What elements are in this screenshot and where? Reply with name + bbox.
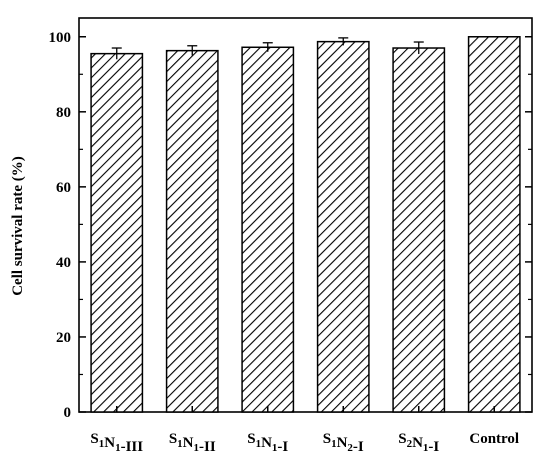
bar — [467, 36, 521, 413]
y-tick-label: 100 — [49, 30, 72, 46]
x-tick-label: S1N1-III — [90, 431, 143, 455]
bar — [90, 52, 144, 413]
bar — [165, 49, 219, 413]
plot-frame — [78, 17, 533, 413]
y-tick-label: 40 — [56, 255, 71, 271]
y-tick-label: 0 — [64, 405, 72, 421]
y-tick-label: 80 — [56, 105, 71, 121]
bar — [241, 46, 295, 413]
y-axis-title: Cell survival rate (%) — [10, 156, 26, 296]
plot-area: 0 20 40 60 80 100 S1N1-III S1N1-II S1N1-I S1N2-I S… — [49, 17, 533, 455]
x-tick-label: S1N1-II — [169, 431, 216, 455]
bar — [316, 40, 370, 413]
y-tick-label: 60 — [56, 180, 71, 196]
x-tick-label: S1N1-I — [247, 431, 288, 455]
x-tick-label: S2N1-I — [398, 431, 439, 455]
x-tick-label: Control — [469, 431, 519, 447]
x-tick-label: S1N2-I — [323, 431, 364, 455]
bar — [392, 47, 446, 413]
y-tick-label: 20 — [56, 330, 71, 346]
